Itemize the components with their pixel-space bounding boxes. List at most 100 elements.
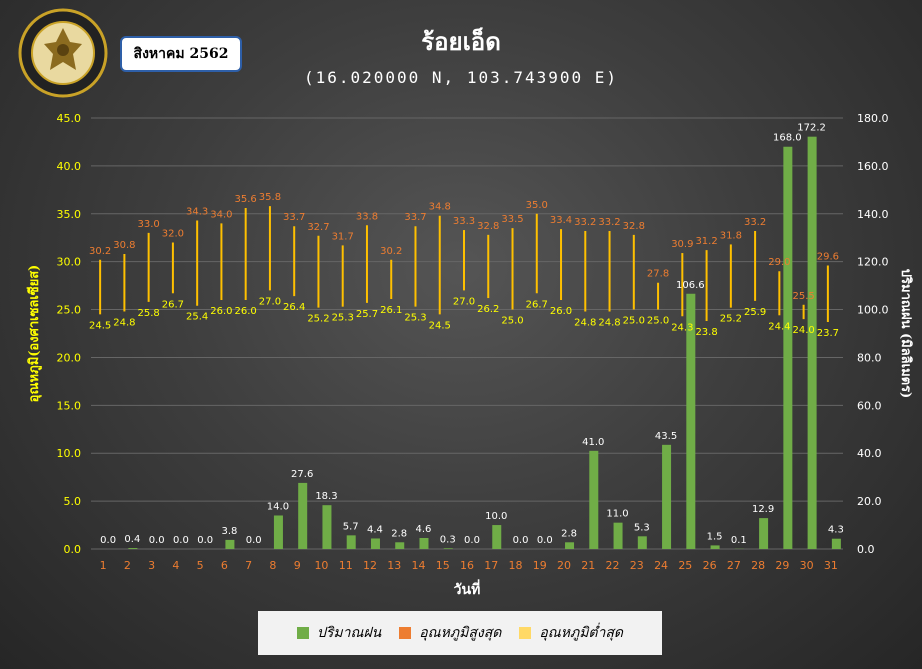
legend-item-tmin: อุณหภูมิต่ำสุด [519,622,623,644]
rain-data-label: 0.0 [197,535,213,546]
tmax-data-label: 30.2 [89,246,111,257]
tmin-data-label: 26.1 [380,305,402,316]
tmax-data-label: 33.8 [356,211,378,222]
tmax-data-label: 29.0 [768,257,790,268]
y-tick-left: 35.0 [57,208,82,221]
chart-subtitle: (16.020000 N, 103.743900 E) [303,68,619,87]
x-tick-label: 30 [800,559,814,572]
rain-data-label: 0.0 [100,535,116,546]
tmin-data-label: 25.2 [720,314,742,325]
tmin-data-label: 24.8 [574,317,596,328]
x-tick-label: 17 [484,559,498,572]
rain-bar [686,293,696,549]
rain-data-label: 0.1 [731,535,747,546]
y-tick-left: 10.0 [57,447,82,460]
y-axis-title-left: อุณหภูมิ(องศาเซลเซียส) [26,265,42,403]
rain-data-label: 5.3 [634,522,650,533]
legend-item-rain: ปริมาณฝน [296,622,382,644]
tmin-data-label: 24.8 [113,317,135,328]
x-tick-label: 20 [557,559,571,572]
rain-data-label: 2.8 [391,528,407,539]
y-tick-left: 25.0 [57,304,82,317]
tmax-data-label: 30.2 [380,246,402,257]
x-tick-label: 29 [775,559,789,572]
tmin-data-label: 26.0 [550,306,572,317]
x-axis-title: วันที่ [454,579,481,598]
tmax-data-label: 35.8 [259,192,281,203]
x-tick-label: 24 [654,559,668,572]
x-tick-label: 18 [509,559,523,572]
y-tick-right: 20.0 [857,495,882,508]
x-tick-label: 25 [678,559,692,572]
tmin-data-label: 23.7 [817,328,839,339]
rain-data-label: 10.0 [485,511,507,522]
legend-swatch-tmax [399,627,412,639]
y-tick-right: 120.0 [857,256,889,269]
rain-bar [443,548,453,549]
rain-data-label: 0.0 [513,535,529,546]
y-tick-right: 140.0 [857,208,889,221]
tmax-data-label: 33.2 [574,217,596,228]
rain-bar [807,136,817,549]
rain-bar [395,542,405,549]
meteorological-department-logo [18,8,108,98]
tmax-data-label: 33.2 [598,217,620,228]
tmin-data-label: 24.0 [792,325,814,336]
rain-data-label: 2.8 [561,528,577,539]
rain-data-label: 18.3 [315,491,337,502]
rain-data-label: 41.0 [582,437,604,448]
rain-data-label: 106.6 [676,280,705,291]
rain-bar [710,545,720,549]
tmax-data-label: 33.0 [138,219,160,230]
y-tick-right: 100.0 [857,304,889,317]
x-tick-label: 2 [124,559,131,572]
rain-data-label: 0.3 [440,534,456,545]
tmax-data-label: 27.8 [647,269,669,280]
rain-bar [783,146,793,549]
rain-data-label: 14.0 [267,501,289,512]
x-tick-label: 5 [197,559,204,572]
rain-data-label: 4.6 [416,524,432,535]
x-tick-label: 21 [581,559,595,572]
tmin-data-label: 26.0 [235,306,257,317]
x-tick-label: 14 [411,559,425,572]
tmax-data-label: 30.9 [671,239,693,250]
y-tick-left: 15.0 [57,399,82,412]
tmin-data-label: 27.0 [259,296,281,307]
y-tick-right: 0.0 [857,543,875,556]
tmin-data-label: 25.3 [332,313,354,324]
rain-data-label: 0.0 [464,535,480,546]
x-tick-label: 11 [339,559,353,572]
tmin-data-label: 25.7 [356,309,378,320]
x-tick-label: 28 [751,559,765,572]
tmin-data-label: 26.7 [162,299,184,310]
tmax-data-label: 34.3 [186,206,208,217]
tmax-data-label: 35.6 [235,194,257,205]
x-tick-label: 23 [630,559,644,572]
x-tick-label: 3 [148,559,155,572]
rain-data-label: 4.3 [828,525,844,536]
rain-data-label: 5.7 [343,521,359,532]
tmax-data-label: 32.8 [623,221,645,232]
rain-bar [346,535,356,549]
rain-data-label: 12.9 [752,504,774,515]
tmin-data-label: 26.4 [283,302,305,313]
rain-bar [565,542,575,549]
rain-data-label: 11.0 [606,509,628,520]
y-tick-left: 30.0 [57,256,82,269]
legend-swatch-tmin [519,627,532,639]
legend-label-rain: ปริมาณฝน [316,625,382,641]
y-tick-left: 0.0 [64,543,82,556]
tmax-data-label: 34.0 [210,209,232,220]
tmin-data-label: 24.5 [89,320,111,331]
tmin-data-label: 25.0 [623,316,645,327]
y-tick-left: 20.0 [57,351,82,364]
tmax-data-label: 25.5 [792,291,814,302]
y-tick-left: 40.0 [57,160,82,173]
rain-data-label: 0.0 [246,535,262,546]
tmin-data-label: 25.2 [307,314,329,325]
tmin-data-label: 24.3 [671,322,693,333]
rain-bar [298,482,308,549]
tmax-data-label: 30.8 [113,240,135,251]
rain-data-label: 4.4 [367,524,383,535]
